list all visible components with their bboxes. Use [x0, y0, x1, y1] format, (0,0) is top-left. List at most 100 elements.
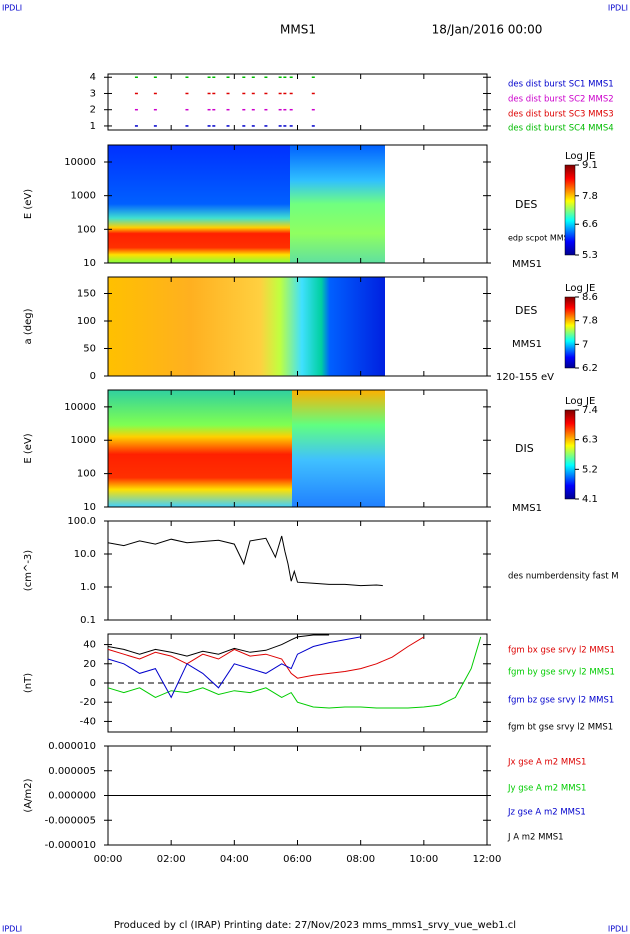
panel-label: DES — [515, 198, 537, 211]
corner-label: IPDLI — [608, 4, 628, 13]
colorbar-title: Log JE — [565, 151, 595, 162]
y-tick-label: 0 — [90, 678, 96, 689]
spectrogram — [108, 277, 385, 376]
title: MMS1 — [280, 23, 316, 37]
y-tick-label: 40 — [83, 640, 96, 651]
legend-entry: des numberdensity fast M — [508, 572, 619, 582]
y-tick-label: 100 — [77, 316, 96, 327]
x-tick-label: 10:00 — [409, 854, 438, 865]
panel-label: MMS1 — [512, 339, 542, 350]
colorbar-tick-label: 6.3 — [582, 435, 598, 446]
series-line — [107, 634, 330, 657]
x-tick-label: 06:00 — [283, 854, 312, 865]
series-line — [107, 636, 361, 699]
y-tick-label: 150 — [77, 289, 96, 300]
panel-label: DIS — [515, 442, 534, 455]
spectrogram — [108, 390, 292, 507]
colorbar-tick-label: 7.4 — [582, 405, 598, 416]
y-tick-label: 50 — [83, 344, 96, 355]
panel-label: DES — [515, 304, 537, 317]
y-tick-label: 1.0 — [80, 582, 96, 593]
y-tick-label: 0.1 — [80, 615, 96, 626]
series-line — [107, 535, 383, 587]
colorbar-tick-label: 8.6 — [582, 292, 598, 303]
colorbar-tick-label: 5.3 — [582, 250, 598, 261]
y-tick-label: 100.0 — [67, 516, 96, 527]
colorbar-tick-label: 6.2 — [582, 363, 598, 374]
y-axis-label: E (eV) — [23, 189, 34, 219]
y-tick-label: 1 — [90, 121, 96, 132]
y-tick-label: 0.000005 — [48, 766, 96, 777]
y-tick-label: -40 — [80, 716, 96, 727]
y-tick-label: 20 — [83, 659, 96, 670]
legend-entry: fgm by gse srvy l2 MMS1 — [508, 668, 615, 678]
corner-label: IPDLI — [2, 925, 22, 934]
colorbar-tick-label: 7.8 — [582, 191, 598, 202]
y-tick-label: -20 — [80, 697, 96, 708]
legend-entry: des dist burst SC4 MMS4 — [508, 124, 614, 134]
y-tick-label: 0.000000 — [48, 791, 96, 802]
y-axis-label: (nT) — [23, 673, 34, 693]
colorbar-title: Log JE — [565, 396, 595, 407]
y-tick-label: 10.0 — [74, 549, 96, 560]
corner-label: IPDLI — [608, 925, 628, 934]
series-line — [107, 636, 482, 709]
panel-label: MMS1 — [512, 259, 542, 270]
y-tick-label: 1000 — [71, 191, 96, 202]
legend-entry: des dist burst SC2 MMS2 — [508, 95, 614, 105]
y-axis-label: E (eV) — [23, 433, 34, 463]
y-tick-label: 100 — [77, 469, 96, 480]
spectrogram — [290, 145, 385, 263]
colorbar — [564, 164, 576, 256]
panel-label: MMS1 — [512, 503, 542, 514]
colorbar-title: Log JE — [565, 283, 595, 294]
y-tick-label: 3 — [90, 88, 96, 99]
y-tick-label: 100 — [77, 224, 96, 235]
legend-entry: des dist burst SC3 MMS3 — [508, 110, 614, 120]
y-tick-label: -0.000005 — [45, 815, 96, 826]
y-axis-label: a (deg) — [23, 308, 34, 344]
y-tick-label: 4 — [90, 72, 96, 83]
colorbar — [564, 296, 576, 369]
corner-label: IPDLI — [2, 4, 22, 13]
colorbar-tick-label: 4.1 — [582, 494, 598, 505]
legend-entry: Jz gse A m2 MMS1 — [507, 808, 586, 818]
colorbar — [564, 409, 576, 500]
spectrogram — [108, 145, 290, 263]
colorbar-tick-label: 5.2 — [582, 464, 598, 475]
y-tick-label: 10000 — [64, 402, 96, 413]
panel-label: 120-155 eV — [496, 372, 554, 383]
spectrogram — [292, 390, 385, 507]
x-tick-label: 02:00 — [157, 854, 186, 865]
legend-entry: Jx gse A m2 MMS1 — [507, 758, 586, 768]
colorbar-tick-label: 7.8 — [582, 316, 598, 327]
x-tick-label: 00:00 — [94, 854, 123, 865]
legend-entry: fgm bz gse srvy l2 MMS1 — [508, 696, 614, 706]
y-tick-label: 2 — [90, 105, 96, 116]
panel-frame — [107, 73, 488, 131]
colorbar-tick-label: 7 — [582, 339, 588, 350]
y-tick-label: 0 — [90, 371, 96, 382]
y-tick-label: 0.000010 — [48, 741, 96, 752]
y-axis-label: (A/m2) — [23, 778, 34, 812]
x-tick-label: 08:00 — [346, 854, 375, 865]
x-tick-label: 12:00 — [473, 854, 502, 865]
colorbar-tick-label: 6.6 — [582, 219, 598, 230]
y-tick-label: 10 — [83, 502, 96, 513]
series-line — [107, 636, 425, 679]
colorbar-tick-label: 9.1 — [582, 160, 598, 171]
panel-frame — [107, 520, 488, 621]
legend-entry: des dist burst SC1 MMS1 — [508, 80, 614, 90]
y-tick-label: 10000 — [64, 157, 96, 168]
y-tick-label: -0.000010 — [45, 840, 96, 851]
date: 18/Jan/2016 00:00 — [432, 23, 543, 37]
x-tick-label: 04:00 — [220, 854, 249, 865]
legend-entry: J A m2 MMS1 — [507, 833, 564, 843]
y-tick-label: 1000 — [71, 435, 96, 446]
y-tick-label: 10 — [83, 258, 96, 269]
legend-entry: Jy gse A m2 MMS1 — [507, 784, 586, 794]
legend-entry: fgm bt gse srvy l2 MMS1 — [508, 723, 613, 733]
y-axis-label: (cm^-3) — [23, 550, 34, 591]
footer-text: Produced by cl (IRAP) Printing date: 27/… — [114, 920, 516, 931]
